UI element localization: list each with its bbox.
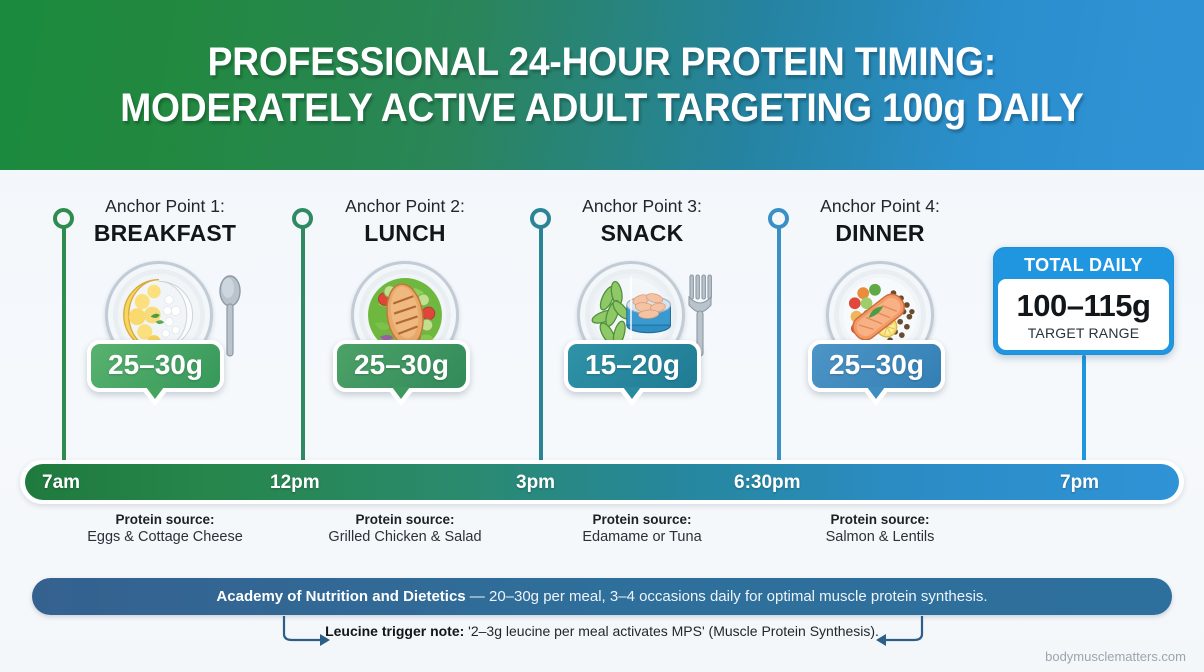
source-citation-name: Academy of Nutrition and Dietetics bbox=[216, 588, 466, 605]
protein-source-4: Protein source: Salmon & Lentils bbox=[790, 512, 970, 545]
anchor-marker-2 bbox=[292, 208, 313, 229]
total-daily-value: 100–115g bbox=[1016, 288, 1151, 323]
timeline-label-5: 7pm bbox=[1060, 472, 1100, 493]
protein-amount-badge-4: 25–30g bbox=[808, 340, 945, 399]
protein-source-label-1: Protein source: bbox=[115, 512, 215, 527]
timeline-label-3: 3pm bbox=[516, 472, 556, 493]
anchor-eyebrow-4: Anchor Point 4: bbox=[820, 196, 940, 216]
protein-amount-3: 15–20g bbox=[585, 349, 680, 380]
protein-source-value-3: Edamame or Tuna bbox=[582, 529, 702, 545]
protein-amount-badge-3: 15–20g bbox=[564, 340, 701, 399]
protein-source-1: Protein source: Eggs & Cottage Cheese bbox=[75, 512, 255, 545]
anchor-stem-2 bbox=[301, 220, 305, 466]
total-daily-card: TOTAL DAILY 100–115g TARGET RANGE bbox=[993, 247, 1174, 355]
anchor-column-dinner: Anchor Point 4: DINNER bbox=[790, 196, 970, 399]
anchor-marker-4 bbox=[768, 208, 789, 229]
protein-amount-4: 25–30g bbox=[829, 349, 924, 380]
source-citation-text: Academy of Nutrition and Dietetics — 20–… bbox=[216, 588, 987, 605]
timeline-track[interactable] bbox=[25, 464, 1179, 500]
anchor-meal-2: LUNCH bbox=[364, 219, 446, 246]
protein-amount-badge-2: 25–30g bbox=[333, 340, 470, 399]
right-curved-arrow-icon bbox=[876, 616, 924, 646]
anchor-stem-1 bbox=[62, 220, 66, 466]
anchor-meal-3: SNACK bbox=[600, 219, 684, 246]
total-daily-subtitle: TARGET RANGE bbox=[1027, 325, 1140, 341]
timeline-label-1: 7am bbox=[42, 472, 81, 493]
protein-source-label-2: Protein source: bbox=[355, 512, 455, 527]
anchor-stem-3 bbox=[539, 220, 543, 466]
protein-amount-1: 25–30g bbox=[108, 349, 203, 380]
anchor-column-breakfast: Anchor Point 1: BREAKFAST bbox=[75, 196, 255, 399]
anchor-meal-4: DINNER bbox=[835, 219, 925, 246]
left-curved-arrow-icon bbox=[282, 616, 330, 646]
protein-source-label-3: Protein source: bbox=[592, 512, 692, 527]
anchor-eyebrow-2: Anchor Point 2: bbox=[345, 196, 465, 216]
protein-amount-badge-1: 25–30g bbox=[87, 340, 224, 399]
source-citation-detail: — 20–30g per meal, 3–4 occasions daily f… bbox=[465, 588, 988, 605]
anchor-column-lunch: Anchor Point 2: LUNCH bbox=[315, 196, 495, 399]
protein-source-value-2: Grilled Chicken & Salad bbox=[328, 529, 482, 545]
page-title-line1: PROFESSIONAL 24-HOUR PROTEIN TIMING: bbox=[207, 39, 997, 84]
leucine-note-label: Leucine trigger note: bbox=[325, 623, 465, 639]
spoon-icon bbox=[219, 275, 241, 357]
lunch-grilled-chicken-salad-plate-icon bbox=[351, 260, 459, 369]
leucine-trigger-note: Leucine trigger note: '2–3g leucine per … bbox=[0, 623, 1204, 639]
timeline-label-2: 12pm bbox=[270, 472, 320, 493]
fork-icon bbox=[688, 274, 712, 357]
watermark: bodymusclematters.com bbox=[1045, 649, 1186, 664]
total-daily-title: TOTAL DAILY bbox=[1024, 255, 1143, 275]
anchor-marker-3 bbox=[530, 208, 551, 229]
anchor-eyebrow-1: Anchor Point 1: bbox=[105, 196, 225, 216]
source-citation-bar: Academy of Nutrition and Dietetics — 20–… bbox=[32, 578, 1172, 615]
timeline-board: Anchor Point 1: BREAKFAST bbox=[0, 170, 1204, 672]
total-daily-connector bbox=[1082, 355, 1086, 464]
protein-amount-2: 25–30g bbox=[354, 349, 449, 380]
protein-source-value-1: Eggs & Cottage Cheese bbox=[87, 529, 243, 545]
protein-source-3: Protein source: Edamame or Tuna bbox=[552, 512, 732, 545]
header-banner: PROFESSIONAL 24-HOUR PROTEIN TIMING: MOD… bbox=[0, 0, 1204, 170]
timeline-label-4: 6:30pm bbox=[734, 472, 801, 493]
anchor-eyebrow-3: Anchor Point 3: bbox=[582, 196, 702, 216]
anchor-marker-1 bbox=[53, 208, 74, 229]
protein-source-value-4: Salmon & Lentils bbox=[825, 529, 935, 545]
breakfast-eggs-cottage-cheese-plate-icon bbox=[105, 260, 213, 369]
total-daily-body: 100–115g TARGET RANGE bbox=[998, 279, 1169, 350]
protein-source-label-4: Protein source: bbox=[830, 512, 930, 527]
anchor-stem-4 bbox=[777, 220, 781, 466]
leucine-note-text: '2–3g leucine per meal activates MPS' (M… bbox=[464, 623, 879, 639]
page-title-line2: MODERATELY ACTIVE ADULT TARGETING 100g D… bbox=[120, 86, 1084, 130]
protein-source-2: Protein source: Grilled Chicken & Salad bbox=[315, 512, 495, 545]
anchor-column-snack: Anchor Point 3: SNACK bbox=[552, 196, 732, 399]
anchor-meal-1: BREAKFAST bbox=[93, 219, 237, 246]
